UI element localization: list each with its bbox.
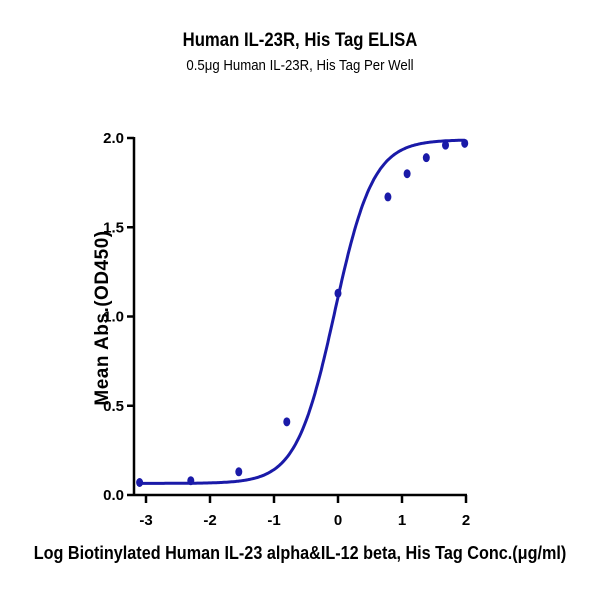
data-point: [384, 192, 392, 202]
data-point: [235, 467, 243, 477]
x-tick-label: -1: [267, 512, 280, 529]
data-point: [461, 138, 469, 148]
y-tick-label: 2.0: [103, 130, 124, 147]
data-point: [136, 478, 144, 488]
x-tick-label: -2: [203, 512, 216, 529]
fit-curve: [139, 138, 465, 485]
data-point: [403, 169, 411, 179]
x-tick-label: 1: [398, 512, 406, 529]
data-point: [334, 288, 342, 298]
y-tick-label: 1.5: [103, 219, 124, 236]
x-tick-label: 2: [462, 512, 470, 529]
data-point: [422, 153, 430, 163]
data-point: [187, 476, 195, 486]
x-tick-label: -3: [139, 512, 152, 529]
x-axis-label: Log Biotinylated Human IL-23 alpha&IL-12…: [33, 543, 567, 563]
chart-title: Human IL-23R, His Tag ELISA: [182, 30, 418, 51]
axes: 0.0 0.5 1.0 1.5 2.0 -3 -2 -1 0 1 2: [103, 130, 470, 529]
y-tick-label: 0.5: [103, 398, 124, 415]
y-tick-label: 0.0: [103, 487, 124, 504]
chart-subtitle: 0.5μg Human IL-23R, His Tag Per Well: [186, 57, 414, 74]
data-points: [136, 138, 469, 488]
y-tick-label: 1.0: [103, 309, 124, 326]
data-point: [442, 140, 450, 150]
x-tick-label: 0: [334, 512, 342, 529]
data-point: [283, 417, 291, 427]
